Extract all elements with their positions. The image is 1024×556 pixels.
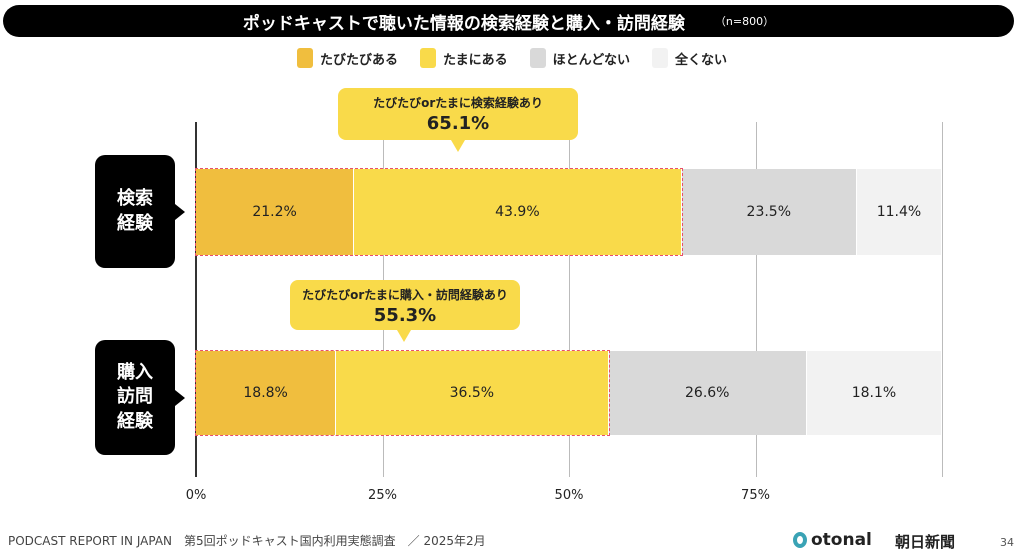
otonal-logo-text: otonal xyxy=(811,530,872,550)
annotation-text: たびたびorたまに検索経験あり xyxy=(373,96,543,110)
category-label: 購入 訪問 経験 xyxy=(95,340,185,455)
category-label: 検索 経験 xyxy=(95,155,185,268)
asahi-logo: 朝日新聞 xyxy=(895,533,956,551)
sample-size: （n=800） xyxy=(714,15,775,28)
legend-swatch xyxy=(529,48,546,68)
otonal-logo-icon xyxy=(793,532,807,548)
bar-segment: 23.5% xyxy=(681,169,857,255)
legend-swatch xyxy=(651,48,668,68)
highlight-outline xyxy=(195,168,683,256)
y-axis xyxy=(195,122,197,477)
highlight-outline xyxy=(195,350,610,436)
legend-item: たまにある xyxy=(420,48,508,68)
legend-label: 全くない xyxy=(674,52,727,68)
bar-segment: 36.5% xyxy=(336,351,609,435)
legend-label: たまにある xyxy=(443,52,508,68)
legend-item: ほとんどない xyxy=(529,48,630,68)
bar-segment: 18.8% xyxy=(196,351,337,435)
x-tick-label: 25% xyxy=(368,488,397,503)
legend-item: たびたびある xyxy=(296,48,398,68)
legend-swatch xyxy=(296,48,313,68)
legend-label: たびたびある xyxy=(319,52,398,68)
legend: たびたびある たまにある ほとんどない 全くない xyxy=(0,48,1024,68)
gridline xyxy=(569,122,570,477)
annotation-text: たびたびorたまに購入・訪問経験あり xyxy=(302,288,508,302)
chart-title: ポッドキャストで聴いた情報の検索経験と購入・訪問経験 （n=800） xyxy=(3,5,1014,37)
title-text: ポッドキャストで聴いた情報の検索経験と購入・訪問経験 xyxy=(242,13,685,34)
page-number: 34 xyxy=(1000,536,1014,549)
annotation-callout: たびたびorたまに購入・訪問経験あり 55.3% xyxy=(290,280,520,342)
bar-segment: 18.1% xyxy=(806,351,942,435)
legend-label: ほとんどない xyxy=(552,52,630,68)
x-tick-label: 0% xyxy=(185,488,207,503)
x-tick-label: 75% xyxy=(741,488,770,503)
gridline xyxy=(942,122,943,477)
legend-swatch xyxy=(420,48,436,68)
gridline xyxy=(755,122,757,477)
bar-segment: 26.6% xyxy=(608,351,807,435)
bar-segment: 43.9% xyxy=(354,169,682,255)
footer-text: PODCAST REPORT IN JAPAN 第5回ポッドキャスト国内利用実態… xyxy=(8,534,486,548)
bar-segment: 21.2% xyxy=(196,169,355,255)
annotation-value: 55.3% xyxy=(373,305,437,326)
x-tick-label: 50% xyxy=(554,488,584,503)
legend-item: 全くない xyxy=(651,48,727,68)
annotation-value: 65.1% xyxy=(426,113,490,134)
annotation-callout: たびたびorたまに検索経験あり 65.1% xyxy=(338,88,578,152)
bar-segment: 11.4% xyxy=(856,169,942,255)
otonal-logo: otonal xyxy=(793,530,872,550)
